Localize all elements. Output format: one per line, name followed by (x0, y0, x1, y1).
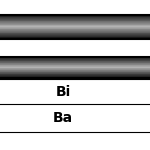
Bar (0, 34, 150, 35)
Bar (0, 67, 150, 68)
Bar (0, 57, 150, 58)
Bar (0, 76, 150, 77)
Bar (0, 58, 150, 59)
Text: Bi: Bi (55, 85, 71, 99)
Bar (0, 28, 150, 29)
Bar (0, 17, 150, 18)
Bar (0, 29, 150, 30)
Bar (0, 32, 150, 33)
Bar (0, 36, 150, 37)
Bar (0, 68, 150, 69)
Bar (0, 74, 150, 75)
Bar (0, 35, 150, 36)
Bar (0, 77, 150, 78)
Bar (0, 16, 150, 17)
Bar (0, 25, 150, 26)
Bar (0, 33, 150, 34)
Bar (0, 61, 150, 62)
Bar (0, 19, 150, 20)
Bar (0, 22, 150, 23)
Bar (0, 62, 150, 63)
Bar (0, 59, 150, 60)
Bar (0, 15, 150, 16)
Bar (0, 65, 150, 66)
Bar (0, 26, 150, 27)
Text: Ba: Ba (53, 111, 73, 126)
Bar (0, 37, 150, 38)
Bar (0, 73, 150, 74)
Bar (0, 24, 150, 25)
Bar (0, 64, 150, 65)
Bar (0, 70, 150, 71)
Bar (0, 72, 150, 73)
Bar (0, 38, 150, 39)
Bar (0, 69, 150, 70)
Bar (0, 20, 150, 21)
Bar (0, 21, 150, 22)
Bar (0, 31, 150, 32)
Bar (0, 66, 150, 67)
Bar (0, 30, 150, 31)
Bar (0, 75, 150, 76)
Bar (0, 23, 150, 24)
Bar (0, 60, 150, 61)
Bar (0, 71, 150, 72)
Bar (0, 27, 150, 28)
Bar (0, 18, 150, 19)
Bar (0, 63, 150, 64)
